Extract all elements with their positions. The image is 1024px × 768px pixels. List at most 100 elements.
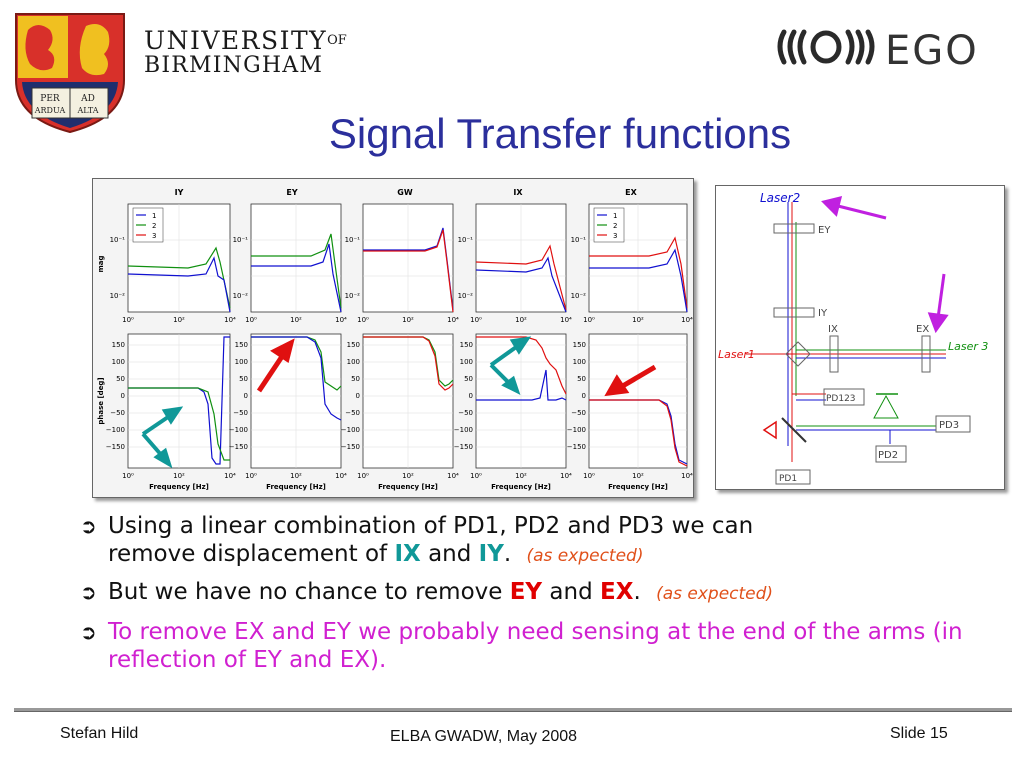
university-logo: PER AD ARDUA ALTA UNIVERSITYOF BIRMINGHA… bbox=[8, 10, 347, 134]
bullet-item-1: ➲ Using a linear combination of PD1, PD2… bbox=[80, 512, 1000, 570]
legend-label-1: 1 bbox=[613, 212, 617, 220]
university-name: UNIVERSITYOF BIRMINGHAM bbox=[144, 28, 347, 78]
plot-ey-phase: 150 100 50 0 −50 −100 −150 10⁰ 10² 10⁴ F… bbox=[229, 333, 347, 491]
phase-ytick: 0 bbox=[244, 392, 248, 400]
xtick: 10⁰ bbox=[583, 316, 595, 324]
ix-mirror-label: IX bbox=[828, 324, 838, 335]
phase-ytick: −150 bbox=[341, 443, 360, 451]
xtick: 10² bbox=[515, 316, 527, 324]
x-axis-label: Frequency [Hz] bbox=[149, 483, 209, 491]
phase-ytick: −50 bbox=[233, 409, 248, 417]
xtick: 10⁴ bbox=[447, 472, 459, 480]
xtick: 10⁴ bbox=[560, 316, 572, 324]
phase-ytick: 0 bbox=[356, 392, 360, 400]
mag-ytick: 10⁻² bbox=[571, 292, 587, 300]
xtick: 10² bbox=[515, 472, 527, 480]
ego-emblem-icon: EGO bbox=[777, 28, 977, 74]
pd1-label: PD1 bbox=[779, 474, 797, 484]
keyword-ix: IX bbox=[394, 541, 421, 567]
plot-ix-phase: 150 100 50 0 −50 −100 −150 10⁰ 10² 10⁴ F… bbox=[454, 333, 572, 491]
phase-ytick: 50 bbox=[577, 375, 586, 383]
phase-ytick: 0 bbox=[582, 392, 586, 400]
column-title-ex: EX bbox=[625, 188, 637, 197]
teal-arrow-iy bbox=[141, 406, 184, 469]
xtick: 10⁴ bbox=[447, 316, 459, 324]
xtick: 10⁰ bbox=[583, 472, 595, 480]
laser3-label: Laser 3 bbox=[948, 340, 988, 353]
xtick: 10⁴ bbox=[560, 472, 572, 480]
xtick: 10⁰ bbox=[122, 316, 134, 324]
bullet-list: ➲ Using a linear combination of PD1, PD2… bbox=[80, 512, 1000, 682]
phase-ytick: 150 bbox=[347, 341, 360, 349]
xtick: 10⁰ bbox=[470, 472, 482, 480]
mag-axis-label: mag bbox=[97, 255, 105, 272]
bullet-1-text: Using a linear combination of PD1, PD2 a… bbox=[108, 513, 754, 539]
phase-ytick: 100 bbox=[460, 358, 473, 366]
university-line1: UNIVERSITY bbox=[144, 26, 328, 55]
phase-ytick: −100 bbox=[106, 426, 125, 434]
mag-ytick: 10⁻¹ bbox=[233, 236, 249, 244]
x-axis-label: Frequency [Hz] bbox=[491, 483, 551, 491]
phase-ytick: 150 bbox=[573, 341, 586, 349]
bullet-1-period: . bbox=[503, 541, 512, 567]
legend-label-3: 3 bbox=[152, 232, 156, 240]
teal-arrow-ix bbox=[489, 336, 532, 395]
xtick: 10² bbox=[173, 472, 185, 480]
xtick: 10² bbox=[173, 316, 185, 324]
laser1-label: Laser1 bbox=[718, 348, 755, 361]
footer-slide-number: Slide 15 bbox=[890, 725, 948, 742]
phase-ytick: 100 bbox=[235, 358, 248, 366]
xtick: 10⁴ bbox=[681, 472, 693, 480]
bullet-1-text2: remove displacement of bbox=[108, 541, 388, 567]
phase-ytick: −150 bbox=[106, 443, 125, 451]
mag-ytick: 10⁻¹ bbox=[571, 236, 587, 244]
phase-ytick: 150 bbox=[112, 341, 125, 349]
phase-ytick: −100 bbox=[229, 426, 248, 434]
bullet-arrow-icon: ➲ bbox=[80, 620, 97, 644]
xtick: 10² bbox=[290, 316, 302, 324]
xtick: 10⁴ bbox=[335, 316, 347, 324]
laser2-label: Laser2 bbox=[760, 191, 800, 205]
pd123-label: PD123 bbox=[826, 394, 856, 404]
slide-title: Signal Transfer functions bbox=[328, 110, 792, 157]
column-title-iy: IY bbox=[175, 188, 184, 197]
red-arrow-ey bbox=[256, 338, 295, 393]
mag-ytick: 10⁻² bbox=[233, 292, 249, 300]
legend-label-3: 3 bbox=[613, 232, 617, 240]
crest-motto-3: ARDUA bbox=[34, 106, 66, 115]
phase-axis-label: phase [deg] bbox=[97, 377, 105, 424]
phase-ytick: 50 bbox=[464, 375, 473, 383]
crest-motto-1: PER bbox=[40, 94, 60, 104]
crest-motto-2: AD bbox=[80, 94, 95, 104]
optical-setup-diagram: Laser2 EY IY IX EX Laser1 Laser 3 PD123 … bbox=[715, 185, 1005, 490]
xtick: 10² bbox=[402, 316, 414, 324]
as-expected-note-2: (as expected) bbox=[656, 584, 774, 604]
footer-divider bbox=[14, 708, 1012, 712]
phase-ytick: 100 bbox=[347, 358, 360, 366]
xtick: 10⁴ bbox=[224, 472, 236, 480]
x-axis-label: Frequency [Hz] bbox=[378, 483, 438, 491]
plot-iy-mag: 1 2 3 10⁻¹ 10⁻² 10⁰ 10² 10⁴ bbox=[110, 203, 236, 324]
phase-ytick: −50 bbox=[110, 409, 125, 417]
xtick: 10² bbox=[632, 472, 644, 480]
legend-label-2: 2 bbox=[152, 222, 156, 230]
phase-ytick: −100 bbox=[567, 426, 586, 434]
magenta-arrow-ey bbox=[821, 195, 887, 220]
plot-grid: IY EY GW IX EX mag phase [deg] 1 2 3 10⁻… bbox=[97, 188, 693, 491]
crest-motto-4: ALTA bbox=[76, 106, 98, 115]
xtick: 10⁰ bbox=[357, 472, 369, 480]
plot-ey-mag: 10⁻¹ 10⁻² 10⁰ 10² 10⁴ bbox=[233, 203, 347, 324]
keyword-iy: IY bbox=[478, 541, 504, 567]
xtick: 10⁰ bbox=[245, 472, 257, 480]
bullet-arrow-icon: ➲ bbox=[80, 580, 97, 604]
keyword-ex: EX bbox=[600, 579, 634, 605]
phase-ytick: 100 bbox=[112, 358, 125, 366]
phase-ytick: −50 bbox=[345, 409, 360, 417]
bullet-1-and: and bbox=[428, 541, 472, 567]
mag-ytick: 10⁻² bbox=[458, 292, 474, 300]
plot-ex-mag: 1 2 3 10⁻¹ 10⁻² 10⁰ 10² 10⁴ bbox=[571, 203, 693, 324]
phase-ytick: 50 bbox=[351, 375, 360, 383]
xtick: 10⁰ bbox=[357, 316, 369, 324]
phase-ytick: 100 bbox=[573, 358, 586, 366]
red-arrow-ex bbox=[604, 364, 657, 397]
